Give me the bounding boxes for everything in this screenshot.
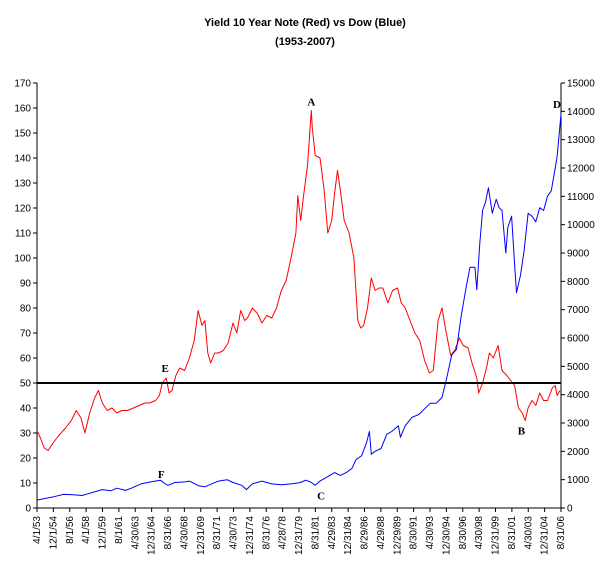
x-tick-label: 4/1/53 — [32, 516, 43, 544]
annotations: A B C D E F — [158, 97, 561, 503]
x-tick-label: 8/1/56 — [65, 516, 76, 544]
x-tick-label: 12/31/69 — [196, 516, 207, 555]
left-tick-label: 120 — [14, 204, 31, 215]
left-tick-label: 40 — [20, 404, 32, 415]
point-label-a: A — [307, 97, 315, 109]
left-tick-label: 170 — [14, 79, 31, 90]
x-tick-label: 8/31/71 — [212, 516, 223, 550]
x-tick-label: 4/29/83 — [327, 516, 338, 550]
axes: 0 10 20 30 40 50 60 70 80 90 100 110 120 130 140 150 160… — [14, 79, 595, 555]
x-tick-label: 4/30/73 — [229, 516, 240, 550]
right-tick-label: 9000 — [567, 249, 590, 260]
x-tick-label: 8/31/01 — [507, 516, 518, 550]
point-label-c: C — [317, 490, 325, 502]
x-tick-label: 12/31/04 — [540, 516, 551, 555]
right-tick-label: 1000 — [567, 475, 590, 486]
left-tick-label: 80 — [20, 304, 32, 315]
x-tick-label: 12/31/74 — [245, 516, 256, 555]
x-tick-label: 12/31/99 — [491, 516, 502, 555]
right-tick-label: 12000 — [567, 164, 595, 175]
x-tick-label: 12/31/84 — [343, 516, 354, 555]
right-tick-label: 0 — [567, 504, 573, 515]
x-tick-label: 12/31/79 — [294, 516, 305, 555]
right-tick-label: 13000 — [567, 135, 595, 146]
right-tick-label: 11000 — [567, 192, 595, 203]
right-tick-label: 6000 — [567, 334, 590, 345]
x-tick-label: 4/30/03 — [523, 516, 534, 550]
x-tick-label: 12/1/54 — [48, 516, 59, 550]
x-tick-label: 8/31/66 — [163, 516, 174, 550]
left-tick-label: 90 — [20, 279, 32, 290]
x-tick-label: 4/1/58 — [81, 516, 92, 544]
x-tick-label: 8/30/96 — [458, 516, 469, 550]
x-tick-label: 12/29/89 — [392, 516, 403, 555]
left-tick-label: 160 — [14, 104, 31, 115]
right-tick-label: 5000 — [567, 362, 590, 373]
left-tick-label: 100 — [14, 254, 31, 265]
left-tick-label: 140 — [14, 154, 31, 165]
plot-area — [36, 110, 562, 501]
x-tick-label: 12/1/59 — [98, 516, 109, 550]
x-tick-label: 8/31/76 — [261, 516, 272, 550]
x-tick-label: 8/1/61 — [114, 516, 125, 544]
left-tick-label: 130 — [14, 179, 31, 190]
right-tick-label: 14000 — [567, 107, 595, 118]
x-tick-label: 4/28/78 — [278, 516, 289, 550]
right-tick-label: 8000 — [567, 277, 590, 288]
left-tick-label: 50 — [20, 379, 32, 390]
right-tick-label: 15000 — [567, 79, 595, 90]
point-label-d: D — [553, 99, 561, 111]
left-tick-label: 60 — [20, 354, 32, 365]
chart-subtitle: (1953-2007) — [275, 36, 335, 48]
yield-series-line — [36, 110, 561, 451]
right-tick-label: 7000 — [567, 305, 590, 316]
point-label-f: F — [158, 469, 165, 481]
x-tick-label: 4/30/98 — [474, 516, 485, 550]
left-tick-label: 150 — [14, 129, 31, 140]
left-tick-label: 20 — [20, 454, 32, 465]
x-tick-label: 8/31/06 — [556, 516, 567, 550]
right-tick-label: 4000 — [567, 390, 590, 401]
x-tick-label: 12/30/94 — [441, 516, 452, 555]
x-tick-label: 4/30/68 — [179, 516, 190, 550]
right-tick-label: 3000 — [567, 419, 590, 430]
x-tick-label: 8/31/81 — [310, 516, 321, 550]
left-tick-label: 110 — [15, 229, 31, 240]
chart-title: Yield 10 Year Note (Red) vs Dow (Blue) — [204, 17, 406, 29]
right-tick-label: 10000 — [567, 220, 595, 231]
x-tick-label: 4/29/88 — [376, 516, 387, 550]
x-tick-label: 4/30/63 — [130, 516, 141, 550]
x-tick-label: 8/30/91 — [409, 516, 420, 550]
point-label-b: B — [518, 426, 526, 438]
x-tick-label: 4/30/93 — [425, 516, 436, 550]
point-label-e: E — [162, 363, 169, 375]
right-tick-label: 2000 — [567, 447, 590, 458]
x-tick-label: 12/31/64 — [147, 516, 158, 555]
dow-series-line — [36, 114, 562, 501]
x-tick-label: 8/29/86 — [360, 516, 371, 550]
left-tick-label: 0 — [25, 504, 31, 515]
left-tick-label: 30 — [20, 429, 32, 440]
left-tick-label: 10 — [20, 479, 32, 490]
left-tick-label: 70 — [20, 329, 32, 340]
